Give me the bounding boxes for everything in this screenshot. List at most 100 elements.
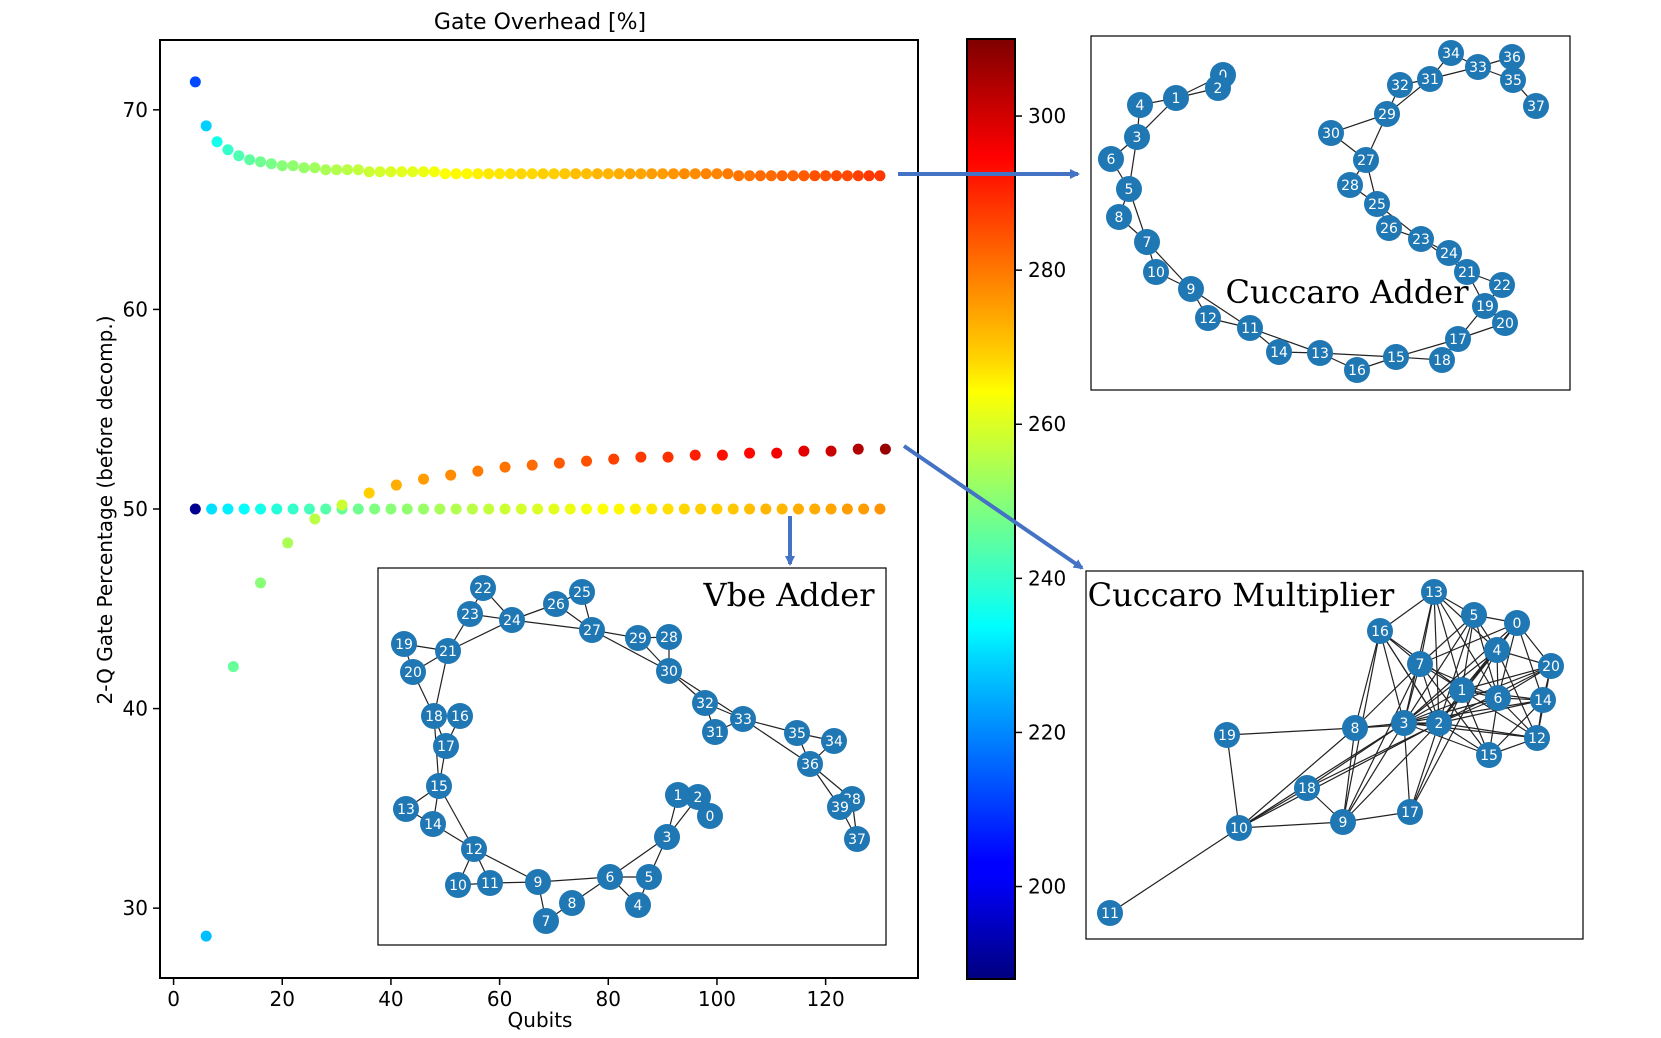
- graph-node-label: 23: [1412, 232, 1430, 248]
- graph-node-circle: [1116, 176, 1142, 202]
- graph-node-label: 30: [660, 664, 678, 680]
- graph-node-circle: [1476, 742, 1502, 768]
- graph-node-label: 35: [788, 726, 806, 742]
- graph-node-circle: [1472, 293, 1498, 319]
- graph-node-label: 0: [706, 809, 715, 825]
- graph-node: 17: [1397, 799, 1423, 825]
- graph-node-circle: [1484, 637, 1510, 663]
- point-cuccaro-adder: [450, 168, 462, 180]
- graph-edge: [1433, 591, 1463, 691]
- graph-node: 34: [821, 728, 847, 754]
- point-vbe-adder: [499, 503, 511, 515]
- point-vbe-adder: [271, 503, 283, 515]
- graph-node: 25: [1364, 191, 1390, 217]
- point-vbe-adder: [532, 503, 544, 515]
- graph-node-label: 28: [1341, 178, 1359, 194]
- graph-node-circle: [1530, 687, 1556, 713]
- point-cuccaro-adder: [809, 170, 821, 182]
- graph-node: 36: [1499, 44, 1525, 70]
- graph-node: 24: [499, 607, 525, 633]
- point-vbe-adder: [483, 503, 495, 515]
- graph-node-circle: [784, 720, 810, 746]
- graph-node: 7: [533, 908, 559, 934]
- point-cuccaro-multiplier: [255, 577, 267, 589]
- graph-node-label: 22: [1493, 278, 1511, 294]
- graph-node-label: 30: [1322, 126, 1340, 142]
- point-cuccaro-adder: [581, 168, 593, 180]
- graph-node: 20: [1538, 653, 1564, 679]
- point-vbe-adder: [678, 503, 690, 515]
- point-vbe-adder: [287, 503, 299, 515]
- graph-node-circle: [457, 601, 483, 627]
- graph-node-label: 17: [1401, 805, 1419, 821]
- graph-node: 15: [1383, 344, 1409, 370]
- point-cuccaro-adder: [787, 170, 799, 182]
- graph-edge: [1403, 697, 1499, 724]
- point-cuccaro-adder: [189, 76, 201, 88]
- graph-node-label: 0: [1513, 616, 1522, 632]
- graph-node-circle: [1106, 204, 1132, 230]
- graph-node-label: 33: [1469, 60, 1487, 76]
- point-cuccaro-adder: [494, 168, 506, 180]
- graph-node-circle: [1318, 120, 1344, 146]
- graph-node: 4: [1484, 637, 1510, 663]
- graph-node-circle: [1436, 240, 1462, 266]
- graph-node: 3: [654, 824, 680, 850]
- graph-node: 18: [1429, 347, 1455, 373]
- point-cuccaro-adder: [548, 168, 560, 180]
- graph-node-label: 36: [801, 757, 819, 773]
- point-cuccaro-adder: [428, 166, 440, 178]
- point-cuccaro-adder: [820, 170, 832, 182]
- graph-edge: [1516, 622, 1544, 701]
- y-tick-label: 30: [123, 896, 148, 920]
- graph-node-circle: [1387, 72, 1413, 98]
- graph-node: 36: [797, 751, 823, 777]
- graph-node-label: 6: [606, 870, 615, 886]
- graph-node-circle: [477, 870, 503, 896]
- graph-node-circle: [1342, 715, 1368, 741]
- point-cuccaro-adder: [515, 168, 527, 180]
- point-cuccaro-multiplier: [879, 443, 891, 455]
- graph-node-label: 32: [696, 696, 714, 712]
- point-vbe-adder: [629, 503, 641, 515]
- graph-node-circle: [569, 579, 595, 605]
- graph-edge: [1342, 722, 1405, 823]
- graph-node-circle: [1124, 124, 1150, 150]
- graph-node: 4: [1127, 92, 1153, 118]
- graph-edge: [1438, 722, 1538, 739]
- point-cuccaro-adder: [461, 168, 473, 180]
- graph-node: 13: [1307, 340, 1333, 366]
- graph-node: 8: [1106, 204, 1132, 230]
- graph-edge: [1238, 821, 1344, 829]
- graph-edge: [1379, 630, 1440, 724]
- point-vbe-adder: [776, 503, 788, 515]
- colorbar-gradient: [966, 38, 1016, 980]
- point-vbe-adder: [646, 503, 658, 515]
- graph-node: 37: [1523, 93, 1549, 119]
- graph-edge: [1342, 722, 1440, 823]
- graph-node: 21: [435, 638, 461, 664]
- graph-node: 10: [1143, 259, 1169, 285]
- graph-node: 12: [1524, 725, 1550, 751]
- arrow-to-cuccaro-multiplier: [902, 444, 1084, 570]
- graph-node-circle: [1426, 710, 1452, 736]
- point-vbe-adder: [792, 503, 804, 515]
- graph-node: 14: [1530, 687, 1556, 713]
- point-cuccaro-adder: [733, 170, 745, 182]
- scatter-points: [189, 76, 891, 942]
- graph-node: 33: [1465, 54, 1491, 80]
- graph-node: 19: [1214, 722, 1240, 748]
- point-cuccaro-adder: [287, 160, 299, 172]
- graph-node-circle: [559, 890, 585, 916]
- point-cuccaro-adder: [255, 156, 267, 168]
- graph-node-label: 36: [1503, 50, 1521, 66]
- point-cuccaro-adder: [385, 166, 397, 178]
- graph-node-label: 8: [1351, 721, 1360, 737]
- graph-node-circle: [391, 631, 417, 657]
- graph-node: 2: [685, 784, 711, 810]
- graph-node-circle: [1417, 66, 1443, 92]
- graph-node-circle: [400, 659, 426, 685]
- graph-node: 6: [1485, 685, 1511, 711]
- point-vbe-adder: [515, 503, 527, 515]
- graph-node-circle: [1383, 344, 1409, 370]
